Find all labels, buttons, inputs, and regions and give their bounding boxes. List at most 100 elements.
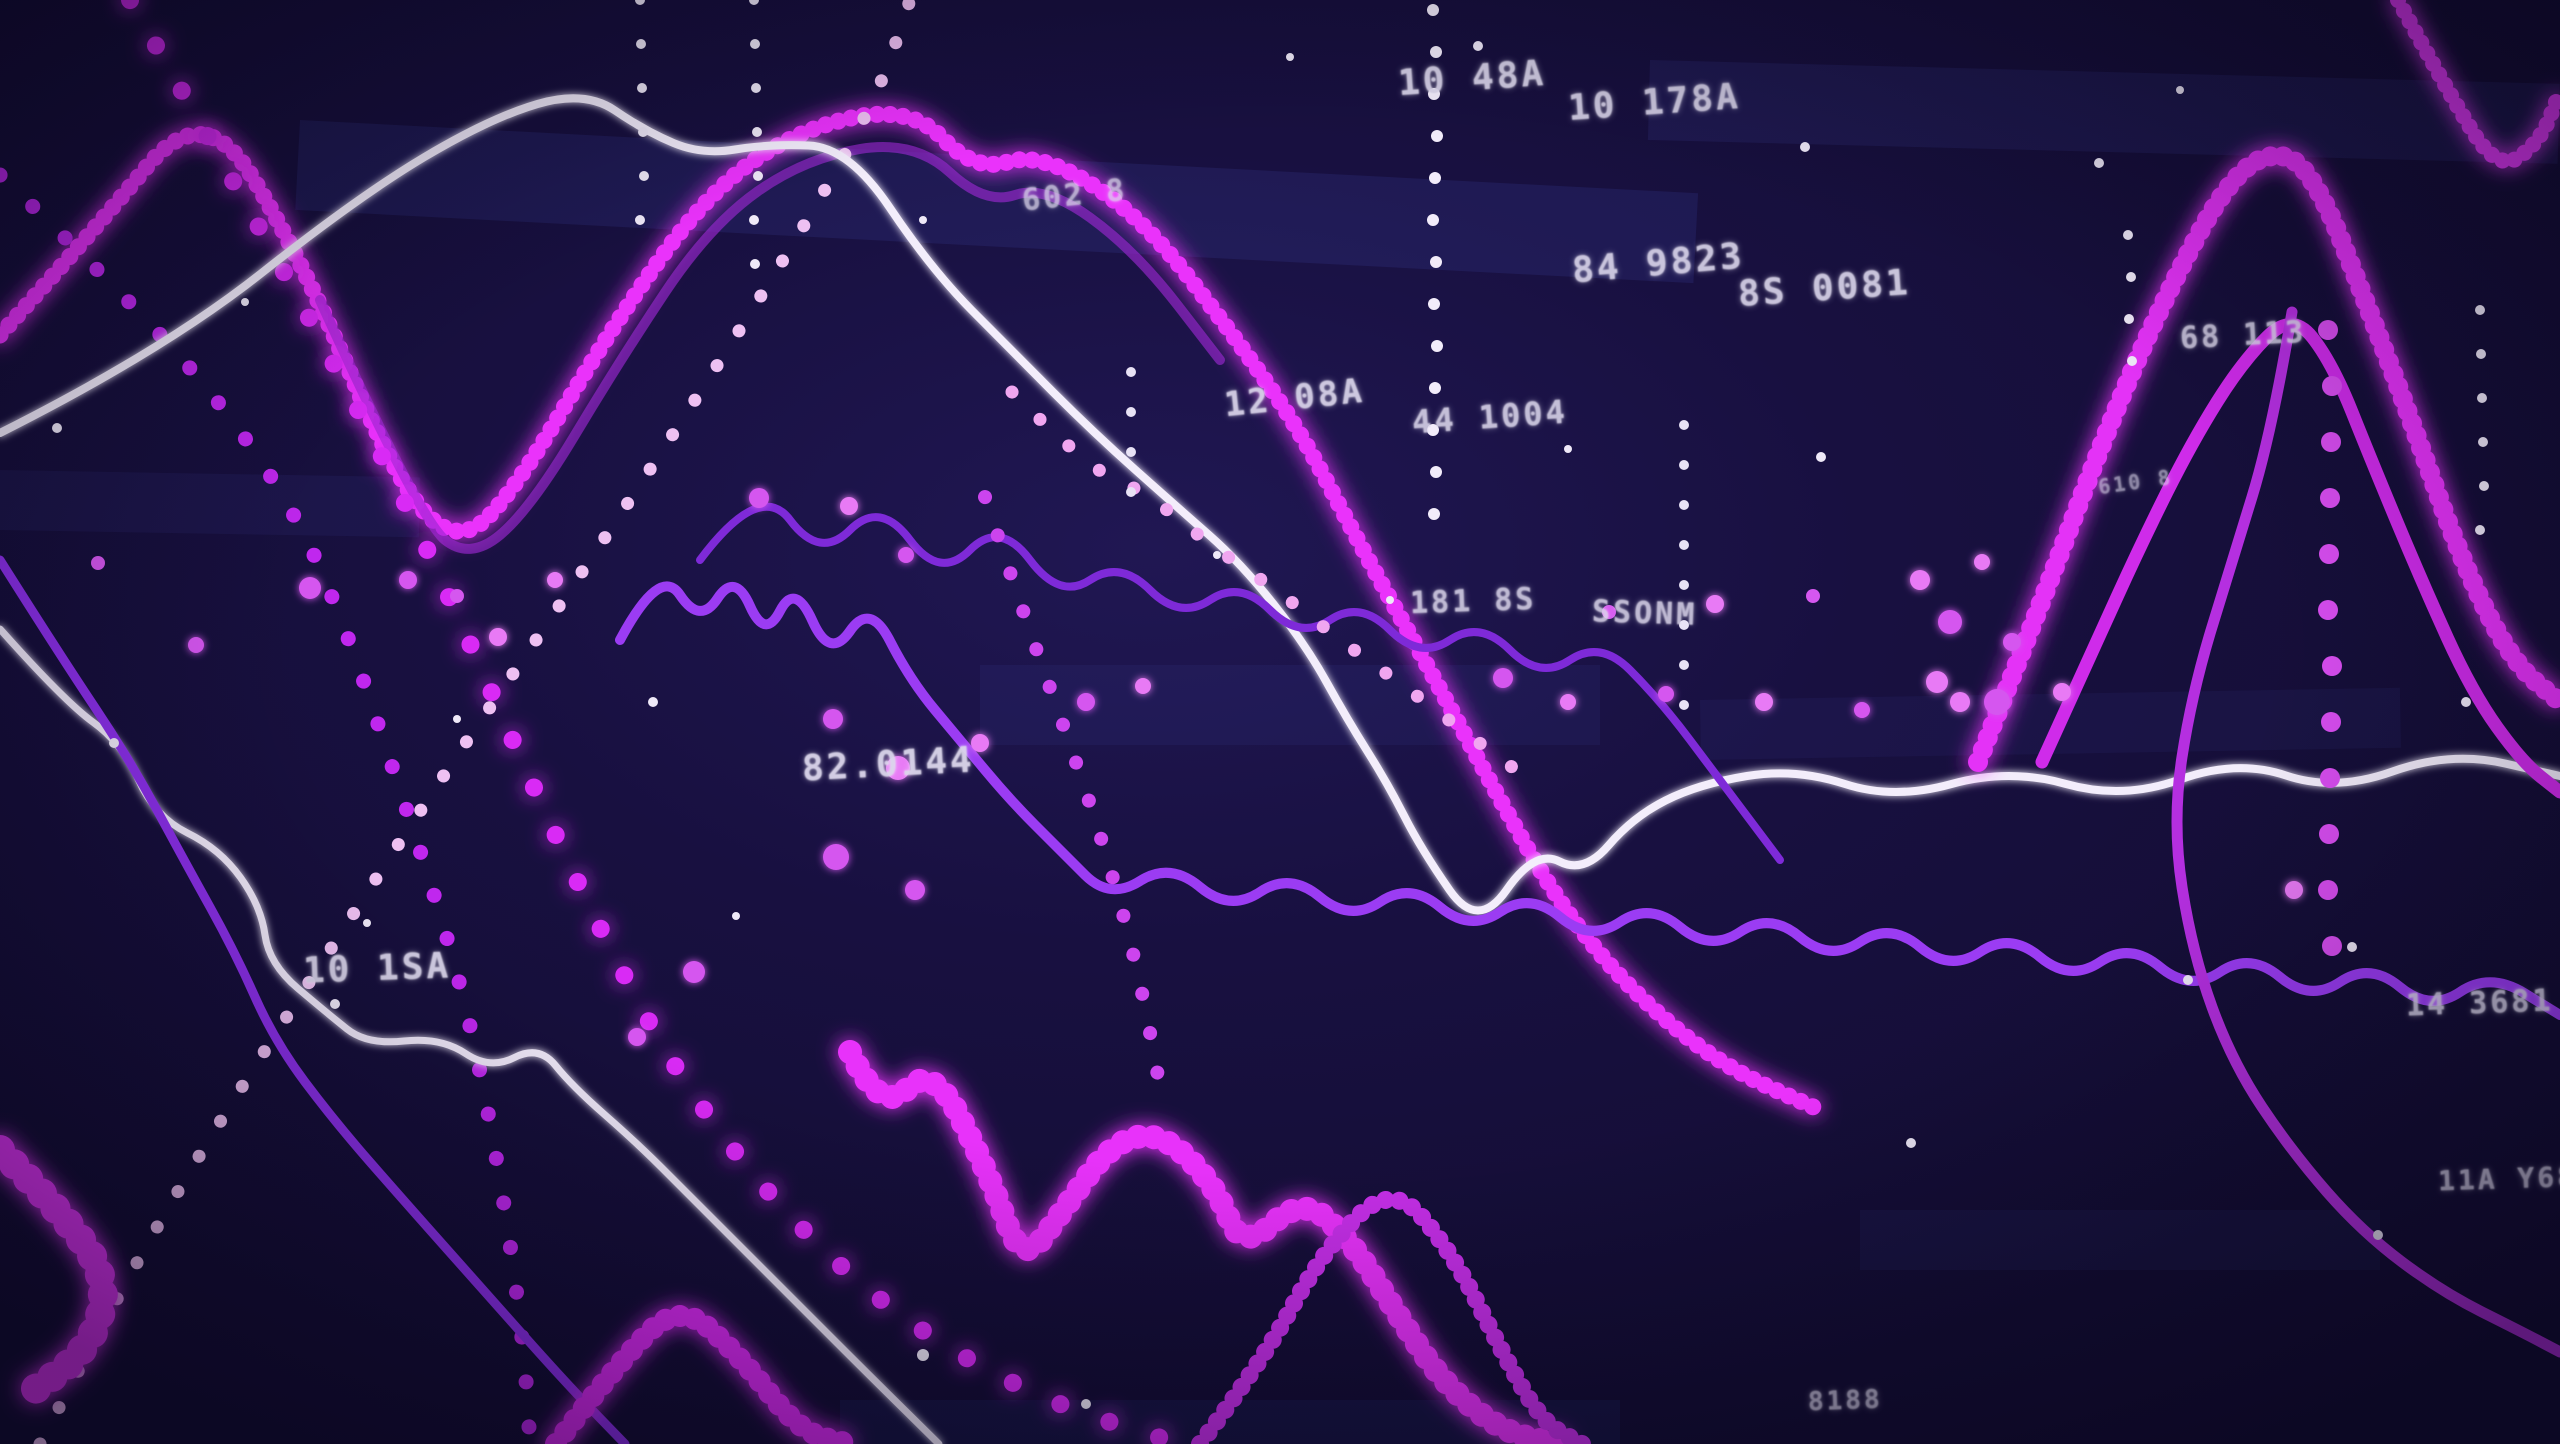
scatter-dot	[2347, 942, 2357, 952]
scatter-dot	[2003, 633, 2021, 651]
column-dot	[635, 215, 645, 225]
scatter-dot	[905, 880, 925, 900]
column-dot	[1126, 407, 1136, 417]
column-dot	[2479, 481, 2489, 491]
column-dot	[1429, 172, 1441, 184]
scatter-dot	[1806, 589, 1820, 603]
column-dot	[1430, 466, 1442, 478]
column-dot	[2320, 488, 2340, 508]
scatter-dot	[1938, 610, 1962, 634]
column-dot	[749, 0, 759, 5]
scatter-dot	[1854, 702, 1870, 718]
column-dot	[1126, 447, 1136, 457]
scatter-dot	[1926, 671, 1948, 693]
column-dot	[2477, 393, 2487, 403]
column-dot	[1428, 508, 1440, 520]
scatter-dot	[823, 709, 843, 729]
column-dot	[1679, 580, 1689, 590]
scatter-dot	[1800, 142, 1810, 152]
scatter-dot	[2183, 975, 2193, 985]
scatter-dot	[919, 216, 927, 224]
column-dot	[2126, 272, 2136, 282]
dot-column-col-6	[2475, 305, 2489, 535]
column-dot	[2478, 437, 2488, 447]
dot-column-col-7-magenta-trail	[2318, 320, 2342, 956]
column-dot	[2319, 824, 2339, 844]
background-band-1	[1647, 59, 2560, 164]
column-dot	[1429, 382, 1441, 394]
column-dot	[1126, 487, 1136, 497]
scatter-dot	[886, 756, 910, 780]
column-dot	[2123, 230, 2133, 240]
scatter-dot	[1077, 693, 1095, 711]
scatter-dot	[1386, 596, 1394, 604]
background-band-6	[1860, 1210, 2380, 1270]
scatter-dot	[1755, 693, 1773, 711]
scatter-dot	[1493, 668, 1513, 688]
line-series-white-left-diagonal	[0, 625, 943, 1444]
scatter-dot	[1135, 678, 1151, 694]
column-dot	[638, 127, 648, 137]
scatter-dot	[1706, 595, 1724, 613]
scatter-dot	[1910, 570, 1930, 590]
column-dot	[2319, 544, 2339, 564]
scatter-dot	[453, 715, 461, 723]
scatter-dot	[188, 637, 204, 653]
column-dot	[2475, 305, 2485, 315]
scatter-dot	[628, 1028, 646, 1046]
column-dot	[2124, 314, 2134, 324]
column-dot	[1428, 88, 1440, 100]
column-dot	[752, 127, 762, 137]
scatter-dot	[1602, 605, 1616, 619]
scatter-dot	[648, 697, 658, 707]
scatter-dot	[1984, 689, 2010, 715]
column-dot	[2321, 432, 2341, 452]
scatter-dot	[749, 488, 769, 508]
column-dot	[1428, 298, 1440, 310]
column-dot	[2322, 376, 2342, 396]
line-series-bottom-left-blob-trail	[0, 1135, 118, 1415]
line-series-bottom-wave-2	[545, 1305, 861, 1444]
column-dot	[2127, 356, 2137, 366]
column-dot	[1679, 700, 1689, 710]
column-dot	[1431, 340, 1443, 352]
column-dot	[1679, 460, 1689, 470]
column-dot	[1679, 420, 1689, 430]
column-dot	[750, 39, 760, 49]
scatter-dot	[399, 571, 417, 589]
column-dot	[1427, 4, 1439, 16]
column-dot	[1679, 540, 1689, 550]
scatter-dot	[732, 912, 740, 920]
column-dot	[1427, 424, 1439, 436]
column-dot	[639, 171, 649, 181]
scatter-dot	[363, 919, 371, 927]
scatter-dot	[450, 589, 464, 603]
column-dot	[750, 259, 760, 269]
column-dot	[1679, 660, 1689, 670]
scatter-dot	[1473, 41, 1483, 51]
column-dot	[635, 0, 645, 5]
scatter-dot	[241, 298, 249, 306]
column-dot	[1431, 130, 1443, 142]
column-dot	[2321, 712, 2341, 732]
scatter-dot	[1816, 452, 1826, 462]
scatter-dot	[1213, 551, 1221, 559]
column-dot	[1427, 214, 1439, 226]
scatter-dot	[898, 547, 914, 563]
scatter-dot	[1560, 694, 1576, 710]
column-dot	[2476, 349, 2486, 359]
scatter-dot	[1906, 1138, 1916, 1148]
scatter-dot	[917, 1349, 929, 1361]
scatter-dot	[109, 738, 119, 748]
scatter-dot	[971, 734, 989, 752]
column-dot	[636, 39, 646, 49]
scatter-dot	[823, 844, 849, 870]
column-dot	[751, 83, 761, 93]
scatter-dot	[52, 423, 62, 433]
column-dot	[2475, 525, 2485, 535]
scatter-dot	[840, 497, 858, 515]
scatter-dot	[2094, 158, 2104, 168]
scatter-dot	[2176, 86, 2184, 94]
